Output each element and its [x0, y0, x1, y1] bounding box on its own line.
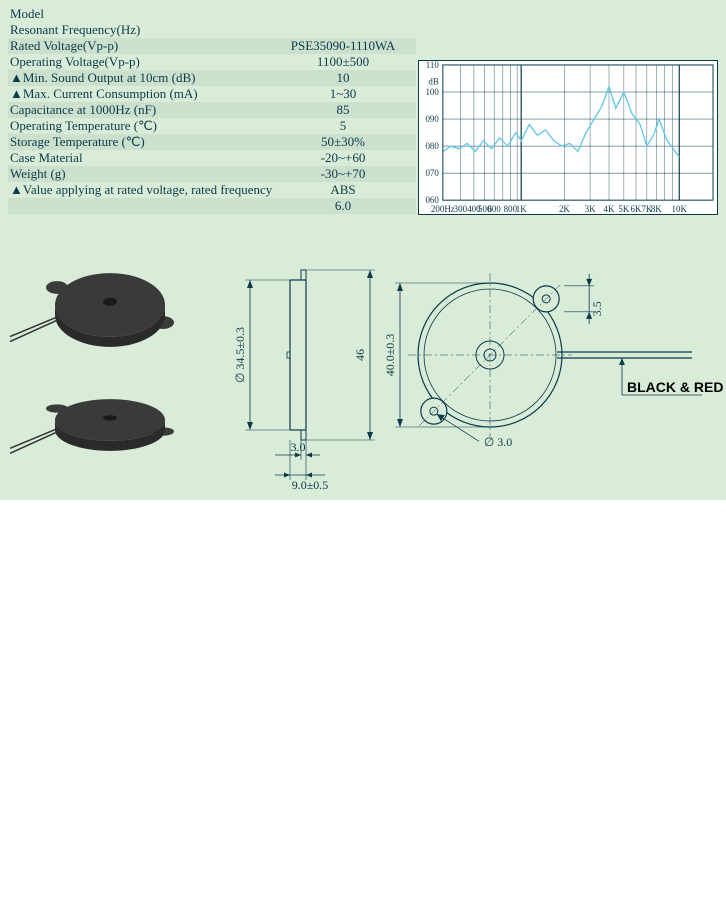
spec-value: -20~+60 — [278, 150, 408, 166]
spec-label: ▲Min. Sound Output at 10cm (dB) — [8, 70, 278, 86]
svg-text:200Hz: 200Hz — [431, 204, 455, 214]
svg-text:10K: 10K — [672, 204, 688, 214]
svg-text:110: 110 — [426, 61, 440, 70]
spec-row: Case Material-20~+60 — [8, 150, 416, 166]
svg-text:5K: 5K — [618, 204, 629, 214]
svg-text:dB: dB — [428, 76, 438, 86]
spec-value: 5 — [278, 118, 408, 134]
spec-row: ▲Min. Sound Output at 10cm (dB)10 — [8, 70, 416, 86]
datasheet-panel: ModelResonant Frequency(Hz)Rated Voltage… — [0, 0, 726, 500]
svg-text:∅ 34.5±0.3: ∅ 34.5±0.3 — [233, 327, 247, 383]
spec-label: Weight (g) — [8, 166, 278, 182]
svg-text:090: 090 — [425, 114, 439, 124]
svg-text:2K: 2K — [559, 204, 570, 214]
svg-text:300: 300 — [454, 204, 468, 214]
spec-row: Rated Voltage(Vp-p)PSE35090-1110WA — [8, 38, 416, 54]
svg-text:BLACK & RED: BLACK & RED — [627, 379, 723, 395]
spec-label: Operating Temperature (℃) — [8, 118, 278, 134]
spec-row: Weight (g)-30~+70 — [8, 166, 416, 182]
spec-row: Model — [8, 6, 416, 22]
spec-label: Resonant Frequency(Hz) — [8, 22, 278, 38]
spec-value: 1100±500 — [278, 54, 408, 70]
freq-response-chart: 060070080090100110dB200Hz300400500600800… — [418, 60, 718, 215]
spec-row: Operating Voltage(Vp-p)1100±500 — [8, 54, 416, 70]
spec-value: -30~+70 — [278, 166, 408, 182]
svg-text:46: 46 — [353, 349, 367, 361]
spec-row: ▲Max. Current Consumption (mA)1~30 — [8, 86, 416, 102]
spec-value: ABS — [278, 182, 408, 198]
svg-text:070: 070 — [425, 168, 439, 178]
svg-text:4K: 4K — [604, 204, 615, 214]
spec-label: Rated Voltage(Vp-p) — [8, 38, 278, 54]
spec-row: Storage Temperature (℃)50±30% — [8, 134, 416, 150]
spec-value: 1~30 — [278, 86, 408, 102]
svg-text:100: 100 — [425, 87, 439, 97]
svg-text:40.0±0.3: 40.0±0.3 — [383, 334, 397, 377]
spec-label: ▲Max. Current Consumption (mA) — [8, 86, 278, 102]
spec-label: Case Material — [8, 150, 278, 166]
spec-value: PSE35090-1110WA — [278, 38, 408, 54]
spec-label: Model — [8, 6, 278, 22]
spec-value: 85 — [278, 102, 408, 118]
spec-row: Resonant Frequency(Hz) — [8, 22, 416, 38]
spec-table: ModelResonant Frequency(Hz)Rated Voltage… — [8, 6, 416, 214]
svg-text:9.0±0.5: 9.0±0.5 — [292, 478, 329, 492]
svg-text:1K: 1K — [516, 204, 527, 214]
svg-text:600: 600 — [487, 204, 501, 214]
mechanical-diagram: ∅ 34.5±0.3 3.0 9.0±0.5 46 40.0±0.3 3.5 ∅ 3.0 BL… — [0, 250, 726, 500]
svg-text:3.0: 3.0 — [291, 440, 306, 454]
spec-row: 6.0 — [8, 198, 416, 214]
svg-text:6K: 6K — [631, 204, 642, 214]
spec-label: Storage Temperature (℃) — [8, 134, 278, 150]
svg-text:080: 080 — [425, 141, 439, 151]
svg-text:8K: 8K — [651, 204, 662, 214]
svg-text:∅ 3.0: ∅ 3.0 — [484, 435, 512, 449]
spec-value: 6.0 — [278, 198, 408, 214]
spec-row: ▲Value applying at rated voltage, rated … — [8, 182, 416, 198]
svg-text:3.5: 3.5 — [590, 301, 604, 316]
spec-row: Capacitance at 1000Hz (nF)85 — [8, 102, 416, 118]
spec-value: 10 — [278, 70, 408, 86]
svg-text:3K: 3K — [585, 204, 596, 214]
spec-label: Capacitance at 1000Hz (nF) — [8, 102, 278, 118]
spec-value: 50±30% — [278, 134, 408, 150]
spec-row: Operating Temperature (℃)5 — [8, 118, 416, 134]
spec-label: Operating Voltage(Vp-p) — [8, 54, 278, 70]
spec-label: ▲Value applying at rated voltage, rated … — [8, 182, 278, 198]
